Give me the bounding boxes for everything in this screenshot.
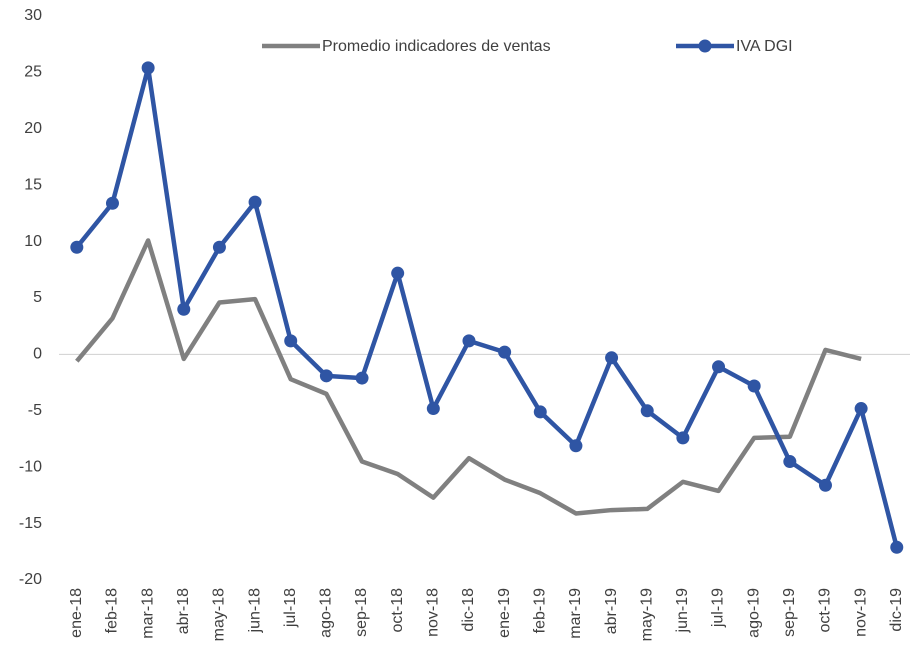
point-marker (212, 240, 226, 254)
y-tick-label: 25 (24, 64, 42, 81)
y-tick-label: 20 (24, 120, 42, 137)
point-marker (605, 351, 619, 365)
point-marker (284, 334, 298, 348)
x-tick-label: nov-18 (425, 588, 442, 637)
x-tick-label: jul-18 (282, 588, 299, 628)
x-tick-label: jul-19 (710, 588, 727, 628)
x-tick-label: ene-19 (496, 588, 513, 638)
point-marker (533, 405, 547, 419)
y-tick-label: 10 (24, 233, 42, 250)
x-tick-label: dic-18 (460, 588, 477, 632)
x-tick-label: may-18 (211, 588, 228, 641)
legend-label: IVA DGI (736, 38, 793, 55)
y-tick-label: -5 (28, 402, 42, 419)
point-marker (248, 195, 262, 209)
x-tick-label: abr-19 (603, 588, 620, 634)
point-marker (462, 334, 476, 348)
y-tick-label: -10 (19, 458, 42, 475)
x-tick-label: oct-19 (817, 588, 834, 633)
x-tick-label: oct-18 (389, 588, 406, 633)
y-tick-label: 0 (33, 346, 42, 363)
point-marker (105, 196, 119, 210)
y-tick-label: 30 (24, 7, 42, 24)
point-marker (712, 360, 726, 374)
x-tick-label: sep-18 (353, 588, 370, 637)
point-marker (783, 455, 797, 469)
point-marker (355, 371, 369, 385)
point-marker (498, 345, 512, 359)
x-tick-label: feb-19 (531, 588, 548, 633)
x-tick-label: ago-19 (745, 588, 762, 638)
point-marker (177, 302, 191, 316)
y-tick-label: 5 (33, 289, 42, 306)
x-tick-label: ago-18 (318, 588, 335, 638)
point-marker (319, 369, 333, 383)
point-marker (640, 404, 654, 418)
point-marker (747, 379, 761, 393)
x-tick-label: jun-18 (246, 588, 263, 634)
legend-marker (698, 39, 712, 53)
point-marker (391, 266, 405, 280)
point-marker (676, 431, 690, 445)
point-marker (818, 478, 832, 492)
x-tick-label: nov-19 (852, 588, 869, 637)
x-tick-label: sep-19 (781, 588, 798, 637)
x-tick-label: dic-19 (888, 588, 905, 632)
x-tick-label: mar-18 (139, 588, 156, 639)
x-tick-label: may-19 (638, 588, 655, 641)
y-tick-label: -15 (19, 515, 42, 532)
point-marker (890, 540, 904, 554)
x-tick-label: mar-19 (567, 588, 584, 639)
x-tick-label: feb-18 (104, 588, 121, 633)
x-tick-label: ene-18 (68, 588, 85, 638)
legend-label: Promedio indicadores de ventas (322, 38, 551, 55)
point-marker (854, 402, 868, 416)
x-tick-label: abr-18 (175, 588, 192, 634)
y-tick-label: -20 (19, 571, 42, 588)
y-tick-label: 15 (24, 176, 42, 193)
point-marker (569, 439, 583, 453)
x-tick-label: jun-19 (674, 588, 691, 634)
point-marker (70, 240, 84, 254)
point-marker (141, 61, 155, 75)
point-marker (426, 402, 440, 416)
series-line (75, 65, 899, 548)
series-line (75, 238, 862, 516)
